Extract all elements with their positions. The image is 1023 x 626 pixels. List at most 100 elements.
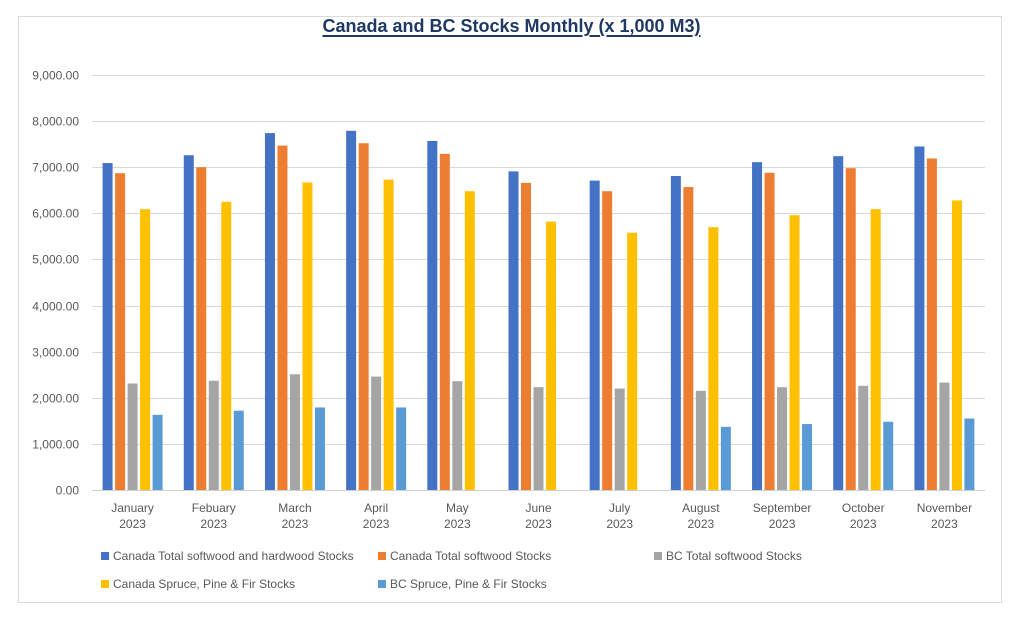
legend-label: Canada Total softwood and hardwood Stock…	[113, 549, 354, 563]
y-tick-label: 0.00	[56, 484, 80, 498]
legend-label: Canada Spruce, Pine & Fir Stocks	[113, 577, 296, 591]
y-tick-label: 1,000.00	[32, 438, 79, 452]
bar	[358, 143, 369, 490]
legend-label: Canada Total softwood Stocks	[390, 549, 552, 563]
bar	[546, 221, 556, 490]
x-tick-label: October	[842, 501, 885, 515]
legend-swatch	[378, 580, 386, 588]
bar	[452, 381, 463, 490]
bar	[533, 387, 544, 490]
bar	[833, 156, 844, 490]
legend-item-canada-total-softwood: Canada Total softwood Stocks	[378, 549, 551, 563]
y-tick-label: 8,000.00	[32, 115, 79, 129]
y-tick-label: 9,000.00	[32, 69, 79, 83]
x-tick-label: 2023	[769, 517, 796, 531]
bar	[845, 168, 856, 490]
bar	[614, 388, 625, 490]
bar	[302, 182, 313, 490]
x-tick-label: May	[446, 501, 469, 515]
x-tick-label: August	[682, 501, 720, 515]
bar	[602, 191, 613, 490]
x-tick-label: Febuary	[192, 501, 236, 515]
x-tick-label: 2023	[931, 517, 958, 531]
x-tick-label: 2023	[606, 517, 633, 531]
bar	[926, 158, 937, 490]
x-tick-label: 2023	[688, 517, 715, 531]
x-tick-label: 2023	[850, 517, 877, 531]
bar	[233, 410, 244, 490]
y-tick-label: 2,000.00	[32, 392, 79, 406]
y-tick-label: 6,000.00	[32, 207, 79, 221]
bar	[289, 374, 300, 490]
bar	[508, 171, 519, 490]
bar	[396, 407, 407, 490]
bar	[439, 153, 450, 490]
legend-swatch	[101, 552, 109, 560]
bar	[196, 167, 207, 490]
bar	[127, 383, 138, 490]
chart-title: Canada and BC Stocks Monthly (x 1,000 M3…	[0, 16, 1023, 37]
bar	[764, 172, 775, 490]
x-tick-label: November	[917, 501, 972, 515]
bar	[964, 418, 975, 490]
bar	[589, 180, 600, 490]
bar	[427, 140, 438, 490]
y-tick-label: 5,000.00	[32, 253, 79, 267]
x-tick-label: 2023	[119, 517, 146, 531]
bar	[683, 187, 694, 491]
chart-title-text: Canada and BC Stocks Monthly (x 1,000 M3…	[322, 16, 701, 36]
legend-swatch	[654, 552, 662, 560]
x-tick-label: 2023	[282, 517, 309, 531]
x-tick-label: September	[753, 501, 812, 515]
bar	[789, 215, 800, 490]
bar	[695, 390, 706, 490]
legend-item-bc-spf: BC Spruce, Pine & Fir Stocks	[378, 577, 547, 591]
bar	[264, 133, 275, 490]
bar	[870, 209, 881, 490]
bar	[314, 407, 325, 490]
x-tick-label: January	[111, 501, 154, 515]
x-tick-label: June	[525, 501, 551, 515]
bar	[752, 162, 763, 490]
x-tick-label: 2023	[363, 517, 390, 531]
bar	[777, 387, 788, 490]
bar	[939, 382, 950, 490]
legend-label: BC Spruce, Pine & Fir Stocks	[390, 577, 547, 591]
bar	[346, 130, 357, 491]
bar	[152, 414, 163, 490]
x-tick-label: 2023	[200, 517, 227, 531]
bar	[277, 145, 288, 491]
legend-swatch	[101, 580, 109, 588]
x-tick-label: July	[609, 501, 630, 515]
bar	[670, 175, 681, 490]
bar	[858, 385, 869, 490]
x-tick-label: 2023	[444, 517, 471, 531]
bar	[720, 426, 731, 490]
y-tick-label: 3,000.00	[32, 346, 79, 360]
bar	[371, 376, 382, 490]
x-tick-label: March	[278, 501, 311, 515]
bar	[802, 424, 813, 490]
x-tick-label: April	[364, 501, 388, 515]
bar	[914, 146, 925, 490]
bar	[708, 227, 719, 490]
bar	[383, 179, 394, 490]
legend-item-bc-total-softwood: BC Total softwood Stocks	[654, 549, 802, 563]
bar	[221, 201, 232, 491]
legend-label: BC Total softwood Stocks	[666, 549, 802, 563]
bar	[627, 232, 638, 490]
legend-swatch	[378, 552, 386, 560]
bar	[464, 191, 475, 490]
bar	[183, 155, 194, 490]
legend-item-canada-spf: Canada Spruce, Pine & Fir Stocks	[101, 577, 295, 591]
bar	[951, 200, 962, 490]
bar	[521, 182, 531, 490]
x-tick-label: 2023	[525, 517, 552, 531]
y-tick-label: 4,000.00	[32, 300, 79, 314]
bar	[115, 173, 126, 490]
y-tick-label: 7,000.00	[32, 161, 79, 175]
bar	[883, 421, 894, 490]
legend-item-canada-total-softwood-hardwood: Canada Total softwood and hardwood Stock…	[101, 549, 354, 563]
bar	[208, 380, 219, 490]
